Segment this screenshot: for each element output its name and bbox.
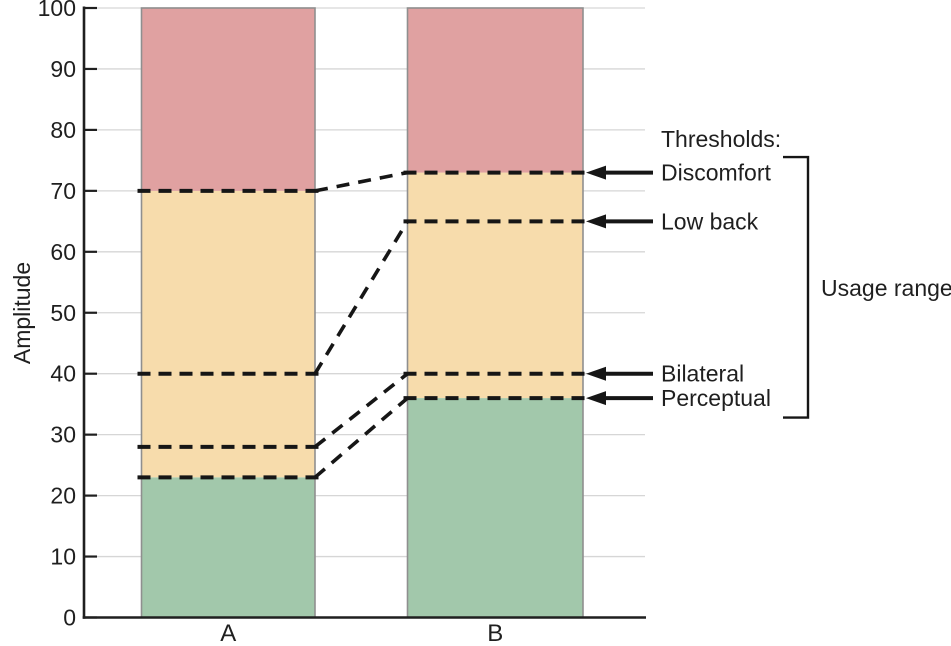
- bars-group: [140, 7, 584, 619]
- thresholds-title: Thresholds:: [661, 126, 781, 152]
- arrow-head-bilateral: [586, 366, 606, 381]
- category-label-b: B: [487, 620, 503, 646]
- bar-b-zone-below-perceptual: [407, 398, 583, 618]
- usage-range-label: Usage range: [821, 275, 951, 301]
- connector-low-back: [313, 220, 410, 375]
- y-tick-label-80: 80: [50, 117, 76, 143]
- y-tick-label-70: 70: [50, 178, 76, 204]
- y-axis-title: Amplitude: [9, 262, 35, 364]
- bar-a-zone-below-perceptual: [141, 477, 315, 618]
- threshold-label-bilateral: Bilateral: [661, 361, 744, 387]
- y-tick-label-20: 20: [50, 483, 76, 509]
- connector-perceptual: [313, 396, 409, 479]
- bar-a-zone-usage-zone: [141, 190, 315, 478]
- axes-group: [82, 6, 646, 619]
- connector-discomfort: [314, 170, 408, 193]
- y-tick-label-10: 10: [50, 544, 76, 570]
- y-tick-label-100: 100: [38, 0, 76, 21]
- tick-labels-group: 0 10 20 30 40 50 60 70 80 90 100: [38, 0, 76, 631]
- connector-group: [313, 170, 410, 479]
- y-tick-label-90: 90: [50, 56, 76, 82]
- y-tick-label-0: 0: [63, 605, 76, 631]
- connector-bilateral: [313, 372, 409, 449]
- category-label-a: A: [220, 620, 236, 646]
- y-tick-label-50: 50: [50, 300, 76, 326]
- threshold-label-discomfort: Discomfort: [661, 160, 772, 186]
- arrow-head-perceptual: [586, 391, 606, 406]
- threshold-label-perceptual: Perceptual: [661, 385, 771, 411]
- y-tick-label-40: 40: [50, 361, 76, 387]
- bar-a-zone-above-discomfort: [141, 8, 315, 191]
- arrow-head-discomfort: [586, 165, 606, 180]
- bar-b-zone-above-discomfort: [407, 8, 583, 173]
- usage-range-bracket: [783, 155, 810, 419]
- threshold-dash-group: [137, 170, 589, 480]
- threshold-label-low-back: Low back: [661, 208, 759, 234]
- y-tick-label-60: 60: [50, 239, 76, 265]
- arrow-head-low-back: [586, 214, 606, 229]
- bar-b-zone-usage-zone: [407, 172, 583, 399]
- y-tick-label-30: 30: [50, 422, 76, 448]
